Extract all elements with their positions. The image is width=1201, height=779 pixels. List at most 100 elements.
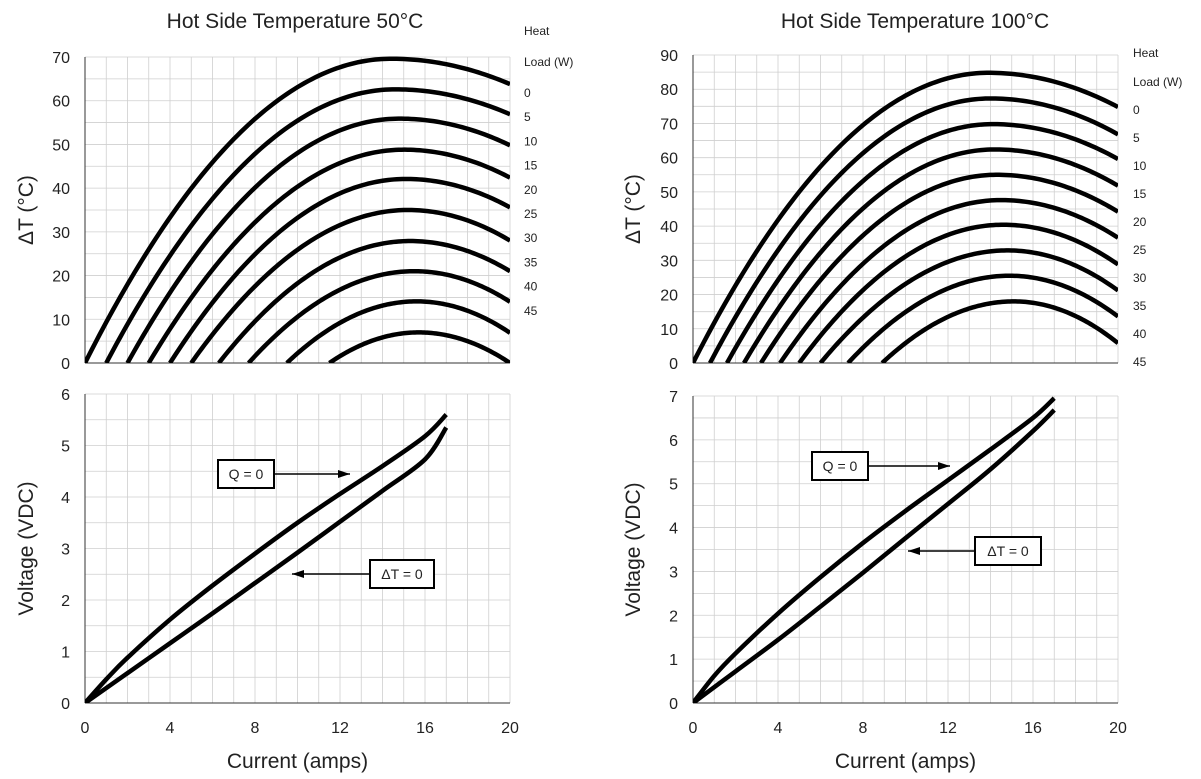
series-line-0w — [693, 70, 1118, 363]
series-line-5w — [708, 96, 1118, 363]
legend-entry: 10 — [1133, 159, 1147, 173]
annotation-label: ΔT = 0 — [381, 566, 423, 582]
x-axis-label: Current (amps) — [835, 750, 976, 773]
x-tick-label: 16 — [416, 720, 434, 737]
series-line-t-0 — [85, 426, 449, 703]
series-line-25w — [778, 197, 1118, 363]
curves — [693, 396, 1056, 703]
series-line-45w — [328, 330, 510, 363]
y-tick-label: 70 — [660, 116, 678, 133]
y-tick-label: 6 — [669, 433, 678, 450]
x-tick-label: 8 — [251, 720, 260, 737]
legend-entry: 35 — [524, 255, 538, 269]
legend-entry: 5 — [1133, 131, 1140, 145]
y-tick-label: 7 — [669, 389, 678, 406]
legend-entry: 35 — [1133, 299, 1147, 313]
x-tick-label: 12 — [939, 720, 957, 737]
annotation-label: Q = 0 — [823, 458, 858, 474]
y-tick-label: 40 — [660, 219, 678, 236]
series-line-0w — [85, 56, 510, 363]
annotation-box — [369, 559, 435, 589]
legend-entry: 0 — [524, 86, 531, 100]
y-tick-label: 20 — [660, 288, 678, 305]
arrowhead-icon — [908, 547, 920, 555]
legend-entry: 40 — [1133, 327, 1147, 341]
series-line-40w — [846, 273, 1118, 363]
y-tick-label: 80 — [660, 82, 678, 99]
y-tick-label: 0 — [669, 696, 678, 713]
y-tick-label: 0 — [669, 356, 678, 373]
legend-title: Load (W) — [1133, 75, 1182, 89]
series-line-20w — [759, 172, 1118, 363]
y-tick-label: 4 — [669, 521, 678, 538]
series-line-t-0 — [693, 408, 1056, 703]
curves — [85, 413, 449, 703]
series-line-45w — [880, 299, 1118, 363]
chart-title: Hot Side Temperature 100°C — [781, 10, 1049, 33]
y-tick-label: 20 — [52, 269, 70, 286]
y-tick-label: 4 — [61, 490, 70, 507]
legend-entry: 0 — [1133, 103, 1140, 117]
y-tick-label: 5 — [669, 477, 678, 494]
annotations: Q = 0 ΔT = 0 — [811, 451, 1042, 566]
legend-entry: 15 — [524, 159, 538, 173]
y-tick-label: 70 — [52, 50, 70, 67]
x-axis-label: Current (amps) — [227, 750, 368, 773]
legend-entry: 5 — [524, 110, 531, 124]
series-line-5w — [104, 87, 510, 363]
series-line-30w — [217, 238, 510, 363]
series-line-15w — [146, 147, 510, 363]
annotation-box — [974, 536, 1042, 566]
series-line-20w — [168, 176, 510, 363]
legend-entry: 20 — [524, 183, 538, 197]
x-tick-label: 12 — [331, 720, 349, 737]
curves — [693, 70, 1118, 363]
y-tick-label: 50 — [52, 137, 70, 154]
legend-entry: 30 — [1133, 271, 1147, 285]
x-tick-label: 8 — [859, 720, 868, 737]
y-tick-label: 30 — [52, 225, 70, 242]
annotation-box — [217, 459, 275, 489]
series-line-25w — [189, 207, 510, 363]
y-tick-label: 90 — [660, 48, 678, 65]
annotation-box — [811, 451, 869, 481]
y-tick-label: 2 — [61, 593, 70, 610]
legend: Heat Load (W) 0 5 10 15 20 25 30 35 40 45 — [524, 24, 573, 318]
y-tick-label: 1 — [669, 652, 678, 669]
y-axis-label: ΔT (°C) — [15, 175, 38, 245]
y-tick-label: 10 — [52, 312, 70, 329]
x-tick-label: 16 — [1024, 720, 1042, 737]
annotations: Q = 0 ΔT = 0 — [217, 459, 435, 589]
legend-entry: 10 — [524, 134, 538, 148]
curves — [85, 56, 510, 363]
y-tick-label: 6 — [61, 387, 70, 404]
gridlines — [692, 395, 1119, 704]
y-tick-label: 2 — [669, 608, 678, 625]
chart-title: Hot Side Temperature 50°C — [167, 10, 424, 33]
arrowhead-icon — [292, 570, 304, 578]
y-tick-label: 60 — [660, 151, 678, 168]
y-tick-label: 3 — [61, 542, 70, 559]
legend-entry: 40 — [524, 280, 538, 294]
arrowhead-icon — [338, 470, 350, 478]
series-line-10w — [125, 116, 510, 363]
y-axis-label: Voltage (VDC) — [15, 481, 38, 615]
legend-title: Heat — [1133, 46, 1159, 60]
y-tick-label: 0 — [61, 696, 70, 713]
x-tick-label: 0 — [81, 720, 90, 737]
y-tick-label: 50 — [660, 185, 678, 202]
series-line-q-0 — [693, 396, 1056, 703]
y-axis-label: Voltage (VDC) — [622, 482, 645, 616]
y-tick-label: 3 — [669, 564, 678, 581]
x-tick-label: 20 — [501, 720, 519, 737]
legend-entry: 30 — [524, 231, 538, 245]
legend-title: Heat — [524, 24, 550, 38]
series-line-q-0 — [85, 413, 448, 703]
annotation-label: Q = 0 — [229, 466, 264, 482]
arrowhead-icon — [938, 462, 950, 470]
y-tick-label: 40 — [52, 181, 70, 198]
